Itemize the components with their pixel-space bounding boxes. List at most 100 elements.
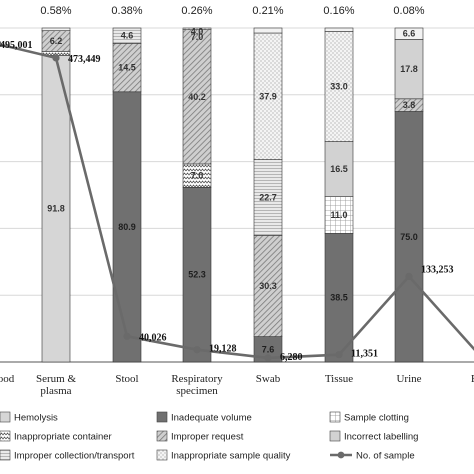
data-label: 75.0 [400,232,418,242]
bar-segment [112,27,142,44]
data-label: 4.6 [121,31,134,41]
data-label: 7.6 [262,344,275,354]
legend-item: Improper request [156,430,244,443]
legend-swatch [0,411,11,423]
legend-swatch [156,430,168,442]
data-label: 6.2 [50,36,63,46]
legend-label: Sample clotting [344,413,409,424]
category-label: Bod [471,373,474,385]
line-point [0,41,2,48]
bar-segment [41,55,71,363]
bar-segment [182,27,212,30]
legend-label: Incorrect labelling [344,432,418,443]
line-point [335,351,343,359]
line-label: 11,351 [351,349,378,360]
line-label: 6,280 [280,352,303,363]
segment-labels: 91.86.280.914.54.652.37.040.27.04.07.622… [47,26,418,354]
legend-item: Sample clotting [329,411,409,424]
bar-segment [112,91,142,363]
category-label: ood [0,373,15,385]
sample-count-line: 495,001 473,449 40,026 19,128 6,280 11,351 133… [0,40,474,363]
legend-swatch [156,449,168,461]
data-label: 7.0 [191,32,204,42]
legend-swatch [0,449,11,461]
legend-label: Inappropriate sample quality [171,451,291,462]
category-label: Urine [396,373,421,385]
line-point [123,332,131,340]
line-point [193,346,201,354]
bar-segment [324,31,354,142]
line-label: 19,128 [209,344,237,355]
percent-label: 0.26% [181,5,212,17]
data-label: 30.3 [259,281,277,291]
category-label: Stool [115,373,138,385]
bar-segment [324,233,354,363]
bar-segment [394,39,424,100]
legend-swatch [156,411,168,423]
line-label: 495,001 [0,40,33,51]
percent-label: 0.16% [323,5,354,17]
bar-segment [324,141,354,197]
legend-label: Inappropriate container [14,432,112,443]
data-label: 22.7 [259,193,277,203]
category-label: Serum & [36,373,76,385]
bar-segment [253,159,283,236]
bar-segment [41,27,71,31]
legend-label: Improper collection/transport [14,451,135,462]
bar-segment [253,235,283,337]
category-labels: ood Serum &plasma Stool Respiratoryspecimen… [0,373,474,397]
line-label: 133,253 [421,264,454,275]
line-label: 40,026 [139,332,167,343]
legend-label: No. of sample [356,451,415,462]
line-label: 473,449 [68,54,101,65]
legend-label: Improper request [171,432,244,443]
percent-label: 0.58% [40,5,71,17]
data-label: 52.3 [188,270,206,280]
category-label: Respiratory [171,373,223,385]
percent-label: 0.38% [111,5,142,17]
line-point [52,54,60,62]
data-label: 16.5 [330,164,348,174]
data-label: 14.5 [118,63,136,73]
bars [41,27,424,363]
line-point [405,272,413,281]
legend-label: Hemolysis [14,413,58,424]
legend-item: Improper collection/transport [0,449,135,462]
bar-segment [394,27,424,40]
legend-item: No. of sample [330,451,415,462]
category-label: Tissue [325,373,353,385]
line-series [0,43,474,360]
bar-segment [394,111,424,363]
data-label: 91.8 [47,204,65,214]
line-point [264,354,272,362]
percent-label: 0.21% [252,5,283,17]
bar-segment [112,43,142,93]
bar-segment [253,27,283,34]
legend-swatch [329,411,341,423]
gridlines [0,27,474,363]
bar-segment [324,27,354,32]
legend-swatch [329,430,341,442]
bar-segment [182,187,212,363]
data-label: 40.2 [188,92,206,102]
data-label: 11.0 [330,210,347,220]
legend-item: Inappropriate sample quality [156,449,291,462]
legend: Hemolysis Inadequate volume Sample clottin… [0,411,418,462]
percent-labels: 0.58% 0.38% 0.26% 0.21% 0.16% 0.08% [40,5,424,17]
data-label: 33.0 [330,81,348,91]
data-label: 3.8 [403,100,416,110]
category-label: specimen [176,385,218,397]
data-label: 38.5 [330,293,348,303]
data-label: 4.0 [191,26,204,36]
legend-swatch [0,430,11,442]
category-label: plasma [40,385,71,397]
percent-label: 0.08% [393,5,424,17]
data-label: 6.6 [403,29,416,39]
legend-item: Inadequate volume [156,411,252,424]
legend-item: Incorrect labelling [329,430,418,443]
data-label: 80.9 [118,222,136,232]
data-label: 17.8 [400,64,418,74]
data-label: 37.9 [259,91,277,101]
category-label: Swab [256,373,281,385]
